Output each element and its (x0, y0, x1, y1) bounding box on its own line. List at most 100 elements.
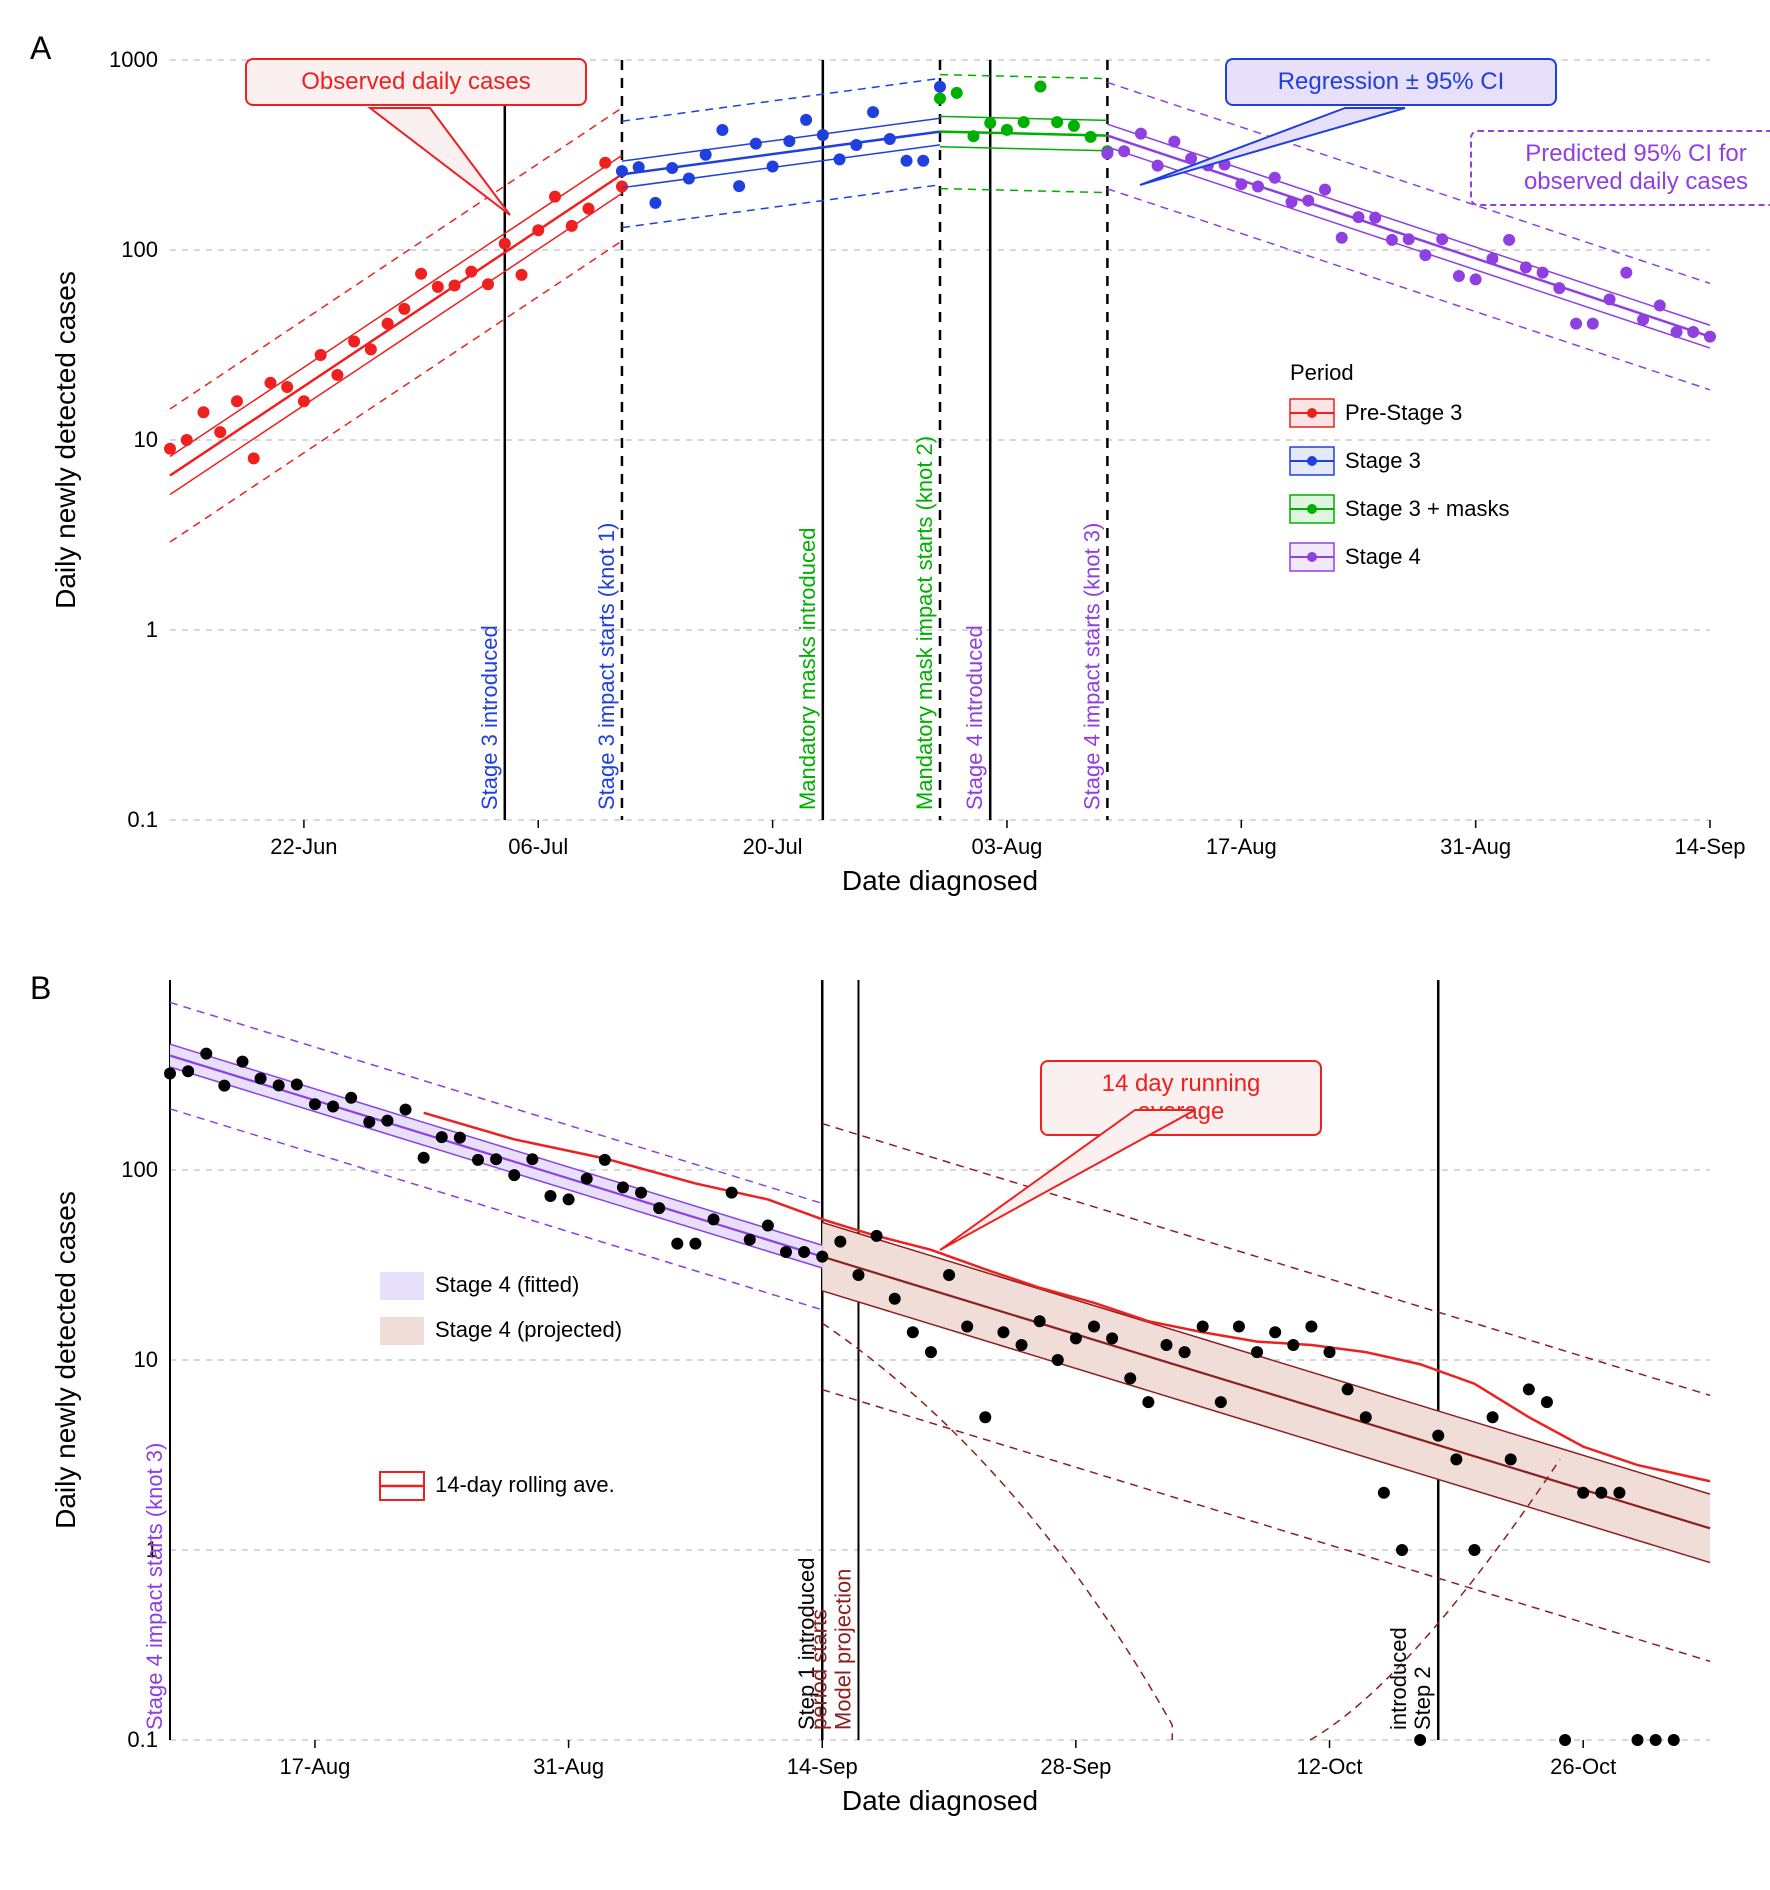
xtick-label: 31-Aug (1440, 834, 1511, 859)
data-point (482, 278, 494, 290)
data-point (526, 1153, 538, 1165)
data-point (516, 269, 528, 281)
data-point (599, 157, 611, 169)
ytick-label: 0.1 (127, 807, 158, 832)
panel-a: 0.1110100100022-Jun06-Jul20-Jul03-Aug17-… (20, 20, 1750, 920)
callout-box: Observed daily cases (245, 58, 587, 106)
data-point (1001, 124, 1013, 136)
data-point (398, 303, 410, 315)
data-point (1570, 318, 1582, 330)
panel-label: A (30, 30, 51, 67)
data-point (348, 335, 360, 347)
callout-box: Regression ± 95% CI (1225, 58, 1557, 106)
figure-container: 0.1110100100022-Jun06-Jul20-Jul03-Aug17-… (20, 20, 1750, 1830)
data-point (1650, 1734, 1662, 1746)
data-point (1034, 1315, 1046, 1327)
data-point (884, 133, 896, 145)
data-point (327, 1100, 339, 1112)
data-point (1051, 116, 1063, 128)
data-point (1101, 148, 1113, 160)
data-point (871, 1230, 883, 1242)
data-point (599, 1154, 611, 1166)
data-point (1124, 1372, 1136, 1384)
data-point (907, 1326, 919, 1338)
data-point (1668, 1734, 1680, 1746)
xtick-label: 14-Sep (787, 1754, 858, 1779)
data-point (744, 1234, 756, 1246)
data-point (1577, 1487, 1589, 1499)
ytick-label: 1000 (109, 47, 158, 72)
data-point (181, 434, 193, 446)
data-point (1432, 1430, 1444, 1442)
data-point (472, 1154, 484, 1166)
data-point (925, 1346, 937, 1358)
data-point (1450, 1453, 1462, 1465)
event-label: Mandatory masks introduced (795, 528, 820, 810)
event-label: Mandatory mask impact starts (knot 2) (912, 436, 937, 810)
data-point (1620, 267, 1632, 279)
data-point (164, 1068, 176, 1080)
event-label: period starts (806, 1609, 831, 1730)
data-point (490, 1153, 502, 1165)
data-point (1235, 178, 1247, 190)
data-point (566, 220, 578, 232)
data-point (1352, 211, 1364, 223)
data-point (1251, 1346, 1263, 1358)
data-point (1215, 1396, 1227, 1408)
data-point (979, 1411, 991, 1423)
event-label: Stage 4 impact starts (knot 3) (1079, 523, 1104, 810)
data-point (382, 318, 394, 330)
data-point (783, 135, 795, 147)
xtick-label: 28-Sep (1040, 1754, 1111, 1779)
data-point (1505, 1453, 1517, 1465)
data-point (666, 162, 678, 174)
data-point (708, 1213, 720, 1225)
ytick-label: 1 (146, 617, 158, 642)
data-point (315, 349, 327, 361)
data-point (1202, 159, 1214, 171)
data-point (436, 1131, 448, 1143)
data-point (454, 1132, 466, 1144)
data-point (291, 1078, 303, 1090)
legend-item-label: Stage 3 + masks (1345, 496, 1509, 521)
data-point (1613, 1487, 1625, 1499)
xtick-label: 17-Aug (1206, 834, 1277, 859)
data-point (1523, 1383, 1535, 1395)
data-point (1632, 1734, 1644, 1746)
data-point (633, 161, 645, 173)
data-point (1436, 233, 1448, 245)
data-point (683, 172, 695, 184)
legend-item-label: Pre-Stage 3 (1345, 400, 1462, 425)
data-point (1233, 1321, 1245, 1333)
data-point (581, 1173, 593, 1185)
data-point (1378, 1487, 1390, 1499)
data-point (1302, 195, 1314, 207)
legend-item-label: Stage 4 (fitted) (435, 1272, 579, 1297)
data-point (733, 180, 745, 192)
data-point (1152, 160, 1164, 172)
data-point (549, 191, 561, 203)
data-point (1319, 184, 1331, 196)
data-point (1252, 180, 1264, 192)
data-point (689, 1238, 701, 1250)
data-point (1419, 249, 1431, 261)
data-point (1704, 331, 1716, 343)
data-point (231, 395, 243, 407)
data-point (465, 266, 477, 278)
data-point (544, 1190, 556, 1202)
data-point (1403, 233, 1415, 245)
data-point (716, 124, 728, 136)
data-point (997, 1326, 1009, 1338)
data-point (1336, 232, 1348, 244)
data-point (432, 281, 444, 293)
data-point (365, 343, 377, 355)
data-point (1503, 234, 1515, 246)
data-point (1135, 128, 1147, 140)
data-point (1269, 172, 1281, 184)
data-point (1671, 326, 1683, 338)
data-point (1386, 234, 1398, 246)
ylabel: Daily newly detected cases (50, 1191, 81, 1529)
xtick-label: 26-Oct (1550, 1754, 1616, 1779)
data-point (852, 1269, 864, 1281)
data-point (1118, 145, 1130, 157)
